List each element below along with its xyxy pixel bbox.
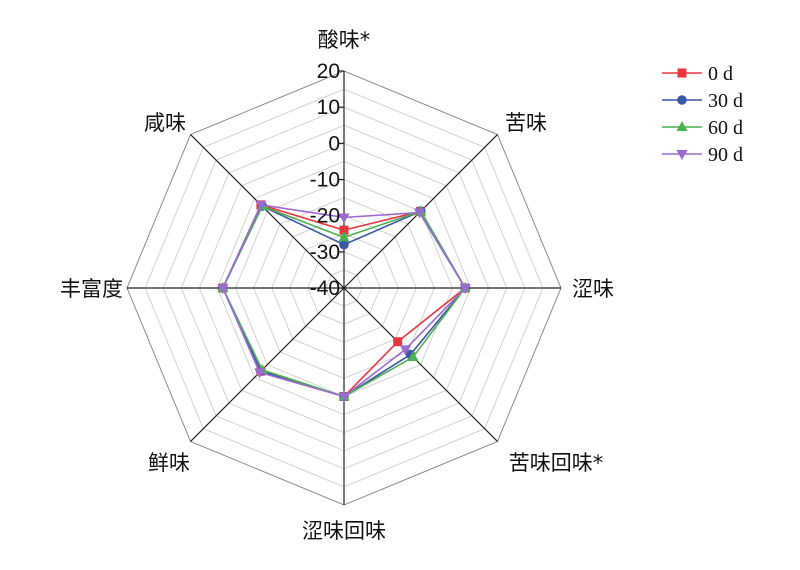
tick-label: 0 bbox=[328, 132, 340, 155]
axis-label: 苦味 bbox=[505, 111, 547, 135]
axis-label: 咸味 bbox=[144, 111, 186, 135]
legend-marker bbox=[677, 95, 687, 105]
legend-marker bbox=[677, 68, 687, 78]
tick-label: -40 bbox=[310, 277, 340, 300]
tick-label: -10 bbox=[310, 169, 340, 192]
axis-label: 酸味* bbox=[318, 28, 371, 52]
data-point bbox=[399, 345, 411, 356]
data-point bbox=[255, 200, 267, 211]
tick-label: 10 bbox=[317, 96, 340, 119]
legend: 0 d 30 d 60 d 90 d bbox=[662, 63, 743, 166]
axis-spoke bbox=[343, 287, 498, 442]
axis-label: 鲜味 bbox=[148, 451, 190, 475]
axis-label: 涩味 bbox=[572, 277, 614, 301]
radial-tick-labels: 20 10 0 -10 -20 -30 -40 bbox=[310, 60, 340, 300]
data-point bbox=[339, 225, 349, 235]
axis-spoke bbox=[190, 134, 345, 289]
data-point bbox=[217, 284, 229, 294]
axis-spoke bbox=[190, 287, 345, 442]
radar-axes bbox=[127, 70, 561, 505]
radar-series bbox=[217, 200, 471, 403]
data-point bbox=[254, 368, 266, 379]
data-point bbox=[338, 231, 350, 242]
legend-marker bbox=[676, 121, 688, 131]
tick-label: -30 bbox=[310, 241, 340, 264]
data-point bbox=[338, 392, 350, 403]
axis-label: 苦味回味* bbox=[509, 451, 604, 475]
tick-label: -20 bbox=[310, 205, 340, 228]
data-point bbox=[338, 213, 350, 224]
data-point bbox=[407, 351, 419, 362]
legend-label: 90 d bbox=[708, 144, 743, 166]
data-point bbox=[339, 239, 349, 250]
data-point bbox=[459, 284, 471, 294]
data-point bbox=[393, 337, 403, 347]
legend-label: 60 d bbox=[708, 117, 743, 139]
data-point bbox=[413, 208, 425, 219]
legend-label: 30 d bbox=[708, 90, 743, 112]
legend-label: 0 d bbox=[708, 63, 733, 85]
axis-label: 涩味回味 bbox=[302, 519, 386, 543]
axis-label: 丰富度 bbox=[60, 277, 123, 301]
legend-marker bbox=[676, 150, 688, 160]
tick-label: 20 bbox=[317, 60, 340, 83]
